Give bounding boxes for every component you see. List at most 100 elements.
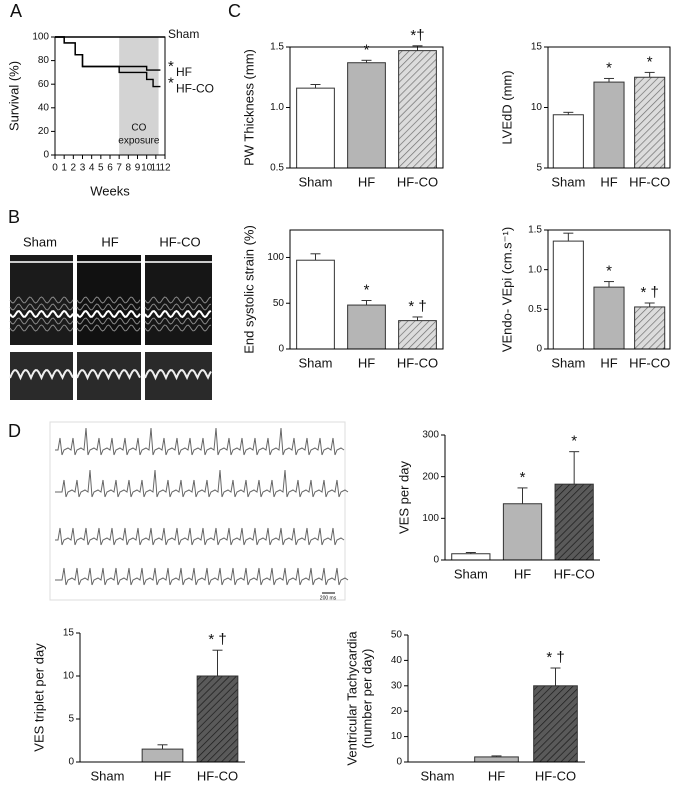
series-label: HF — [176, 65, 192, 79]
y-tick-label: 20 — [391, 706, 403, 717]
significance-label: * † — [208, 631, 226, 648]
y-axis-label: End systolic strain (%) — [241, 225, 256, 354]
bar — [398, 320, 437, 350]
bar — [398, 50, 437, 169]
significance-label: * † — [408, 298, 426, 315]
y-tick-label: 60 — [38, 79, 50, 90]
y-tick-label: 100 — [32, 32, 49, 43]
echo-trace — [76, 369, 141, 381]
significance-label: * † — [546, 649, 564, 666]
x-tick-label: 8 — [126, 163, 132, 174]
y-axis-label: VES per day — [396, 461, 411, 534]
x-tick-label: HF-CO — [535, 768, 576, 783]
bar — [347, 62, 386, 169]
panel-label: C — [228, 1, 241, 21]
y-tick-label: 30 — [391, 680, 403, 691]
echo-label: HF — [101, 234, 118, 249]
series-label: Sham — [168, 27, 199, 41]
x-tick-label: 6 — [107, 163, 113, 174]
bar — [593, 81, 625, 169]
y-axis-label: VES triplet per day — [31, 643, 46, 752]
echo-image — [10, 255, 73, 345]
echo-images — [9, 255, 212, 400]
significance-label: * — [571, 433, 577, 450]
y-axis-label: Ventricular Tachycardia — [344, 631, 359, 766]
x-tick-label: 7 — [116, 163, 122, 174]
echo-trace — [76, 309, 141, 319]
significance-label: * — [606, 263, 612, 280]
x-tick-label: Sham — [454, 566, 488, 581]
x-tick-label: HF-CO — [397, 355, 438, 370]
x-tick-label: Sham — [421, 768, 455, 783]
y-axis-label: (number per day) — [359, 649, 374, 749]
bar — [451, 553, 491, 561]
x-tick-label: HF — [600, 355, 617, 370]
region-label: CO — [131, 123, 146, 134]
bar — [634, 306, 666, 350]
bar — [552, 114, 584, 169]
y-tick-label: 5 — [68, 714, 74, 725]
ecg-scale-label: 200 ms — [320, 595, 337, 601]
bar — [141, 748, 184, 763]
echo-trace — [144, 303, 212, 311]
y-tick-label: 20 — [38, 126, 50, 137]
bar — [347, 304, 386, 350]
y-tick-label: 300 — [422, 430, 439, 441]
x-tick-label: 2 — [71, 163, 77, 174]
echo-trace — [9, 369, 74, 381]
y-tick-label: 5 — [536, 163, 542, 174]
ecg-trace — [55, 527, 345, 546]
echo-trace — [76, 303, 141, 311]
bar — [296, 87, 335, 169]
echo-label: Sham — [23, 234, 57, 249]
bar — [593, 286, 625, 350]
y-tick-label: 15 — [531, 42, 543, 53]
x-tick-label: Sham — [551, 174, 585, 189]
y-tick-label: 80 — [38, 55, 50, 66]
bar — [296, 259, 335, 350]
y-axis-label: PW Thickness (mm) — [241, 49, 256, 166]
y-tick-label: 0 — [396, 757, 402, 768]
y-tick-label: 0 — [68, 757, 74, 768]
x-tick-label: 9 — [135, 163, 141, 174]
x-tick-label: HF-CO — [197, 768, 238, 783]
y-tick-label: 10 — [531, 102, 543, 113]
y-axis-label: LVEdD (mm) — [499, 70, 514, 144]
y-tick-label: 0 — [536, 344, 542, 355]
significance-label: *† — [410, 27, 424, 44]
y-tick-label: 0 — [433, 555, 439, 566]
y-tick-label: 200 — [422, 471, 439, 482]
echo-trace — [76, 324, 141, 332]
x-tick-label: Sham — [299, 355, 333, 370]
x-tick-label: HF — [488, 768, 505, 783]
x-tick-label: 10 — [141, 163, 153, 174]
x-tick-label: HF — [154, 768, 171, 783]
x-tick-label: HF-CO — [397, 174, 438, 189]
x-tick-label: Sham — [299, 174, 333, 189]
echo-trace — [144, 296, 212, 304]
x-tick-label: 3 — [80, 163, 86, 174]
ecg-trace — [55, 567, 349, 586]
x-tick-label: HF-CO — [629, 355, 670, 370]
panel-label: B — [8, 207, 20, 227]
x-tick-label: 4 — [89, 163, 95, 174]
x-tick-label: 5 — [98, 163, 104, 174]
significance-label: * — [364, 41, 370, 58]
y-tick-label: 100 — [267, 252, 284, 263]
x-tick-label: HF — [600, 174, 617, 189]
y-tick-label: 1.0 — [270, 102, 284, 113]
x-tick-label: Sham — [91, 768, 125, 783]
y-tick-label: 50 — [273, 298, 285, 309]
y-tick-label: 50 — [391, 630, 403, 641]
y-tick-label: 15 — [63, 628, 75, 639]
echo-trace — [9, 303, 74, 311]
ecg-traces — [49, 421, 349, 601]
bar — [533, 685, 578, 763]
x-tick-label: HF-CO — [554, 566, 595, 581]
x-tick-label: 0 — [52, 163, 58, 174]
echo-trace — [144, 324, 212, 332]
significance-label: * — [364, 281, 370, 298]
bar — [196, 675, 239, 763]
echo-label: HF-CO — [159, 234, 200, 249]
